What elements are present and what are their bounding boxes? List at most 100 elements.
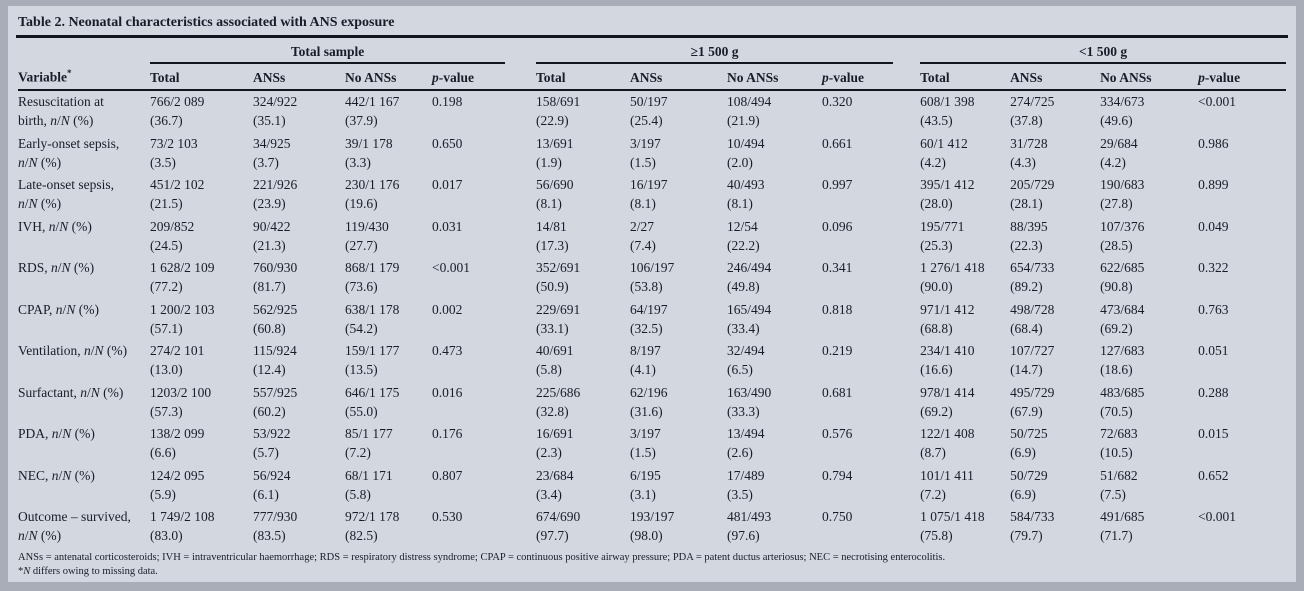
data-cell: 1 075/1 418 (75.8) xyxy=(920,509,985,543)
data-cell: 72/683 (10.5) xyxy=(1100,426,1138,460)
data-cell: 165/494 (33.4) xyxy=(727,301,772,336)
group-header-spacer xyxy=(18,38,150,64)
table-row: Early-onset sepsis, n/N (%) 73/2 103 (3.5) 3… xyxy=(18,132,1286,174)
p-value-cell: <0.001 xyxy=(1198,94,1237,109)
data-cell: 16/691 (2.3) xyxy=(536,426,574,460)
p-value-cell: 0.198 xyxy=(432,94,463,109)
data-cell: 138/2 099 (6.6) xyxy=(150,426,205,460)
table-row: IVH, n/N (%) 209/852 (24.5) 90/422 (21.3) 11… xyxy=(18,215,1286,257)
data-cell: 64/197 (32.5) xyxy=(630,301,668,336)
data-cell: 622/685 (90.8) xyxy=(1100,260,1145,294)
data-cell: 246/494 (49.8) xyxy=(727,260,772,294)
p-value-cell: 0.661 xyxy=(822,135,853,151)
column-header-total: Total xyxy=(920,64,1011,91)
table-row: CPAP, n/N (%) 1 200/2 103 (57.1) 562/925 (6… xyxy=(18,298,1286,340)
data-cell: 158/691 (22.9) xyxy=(536,94,581,128)
title-rule xyxy=(16,35,1288,38)
p-value-cell: 0.341 xyxy=(822,260,853,275)
row-label: NEC, n/N (%) xyxy=(18,467,95,483)
table-row: Outcome – survived, n/N (%) 1 749/2 108 (83… xyxy=(18,506,1286,548)
data-cell: 646/1 175 (55.0) xyxy=(345,384,400,419)
column-header-no-ans: No ANSs xyxy=(1100,64,1199,91)
data-cell: 163/490 (33.3) xyxy=(727,384,772,419)
data-cell: 195/771 (25.3) xyxy=(920,218,965,253)
p-value-cell: 0.002 xyxy=(432,301,463,317)
data-cell: 190/683 (27.8) xyxy=(1100,177,1145,211)
data-cell: 193/197 (98.0) xyxy=(630,509,675,543)
data-cell: 274/725 (37.8) xyxy=(1010,94,1055,128)
row-label: CPAP, n/N (%) xyxy=(18,301,99,317)
data-cell: 107/727 (14.7) xyxy=(1010,343,1055,377)
data-cell: 53/922 (5.7) xyxy=(253,426,291,460)
data-cell: 451/2 102 (21.5) xyxy=(150,177,205,211)
data-cell: 106/197 (53.8) xyxy=(630,260,675,294)
data-cell: 3/197 (1.5) xyxy=(630,135,661,170)
footnotes: ANSs = antenatal corticosteroids; IVH = … xyxy=(18,547,1286,578)
data-cell: 205/729 (28.1) xyxy=(1010,177,1055,211)
data-cell: 108/494 (21.9) xyxy=(727,94,772,128)
data-cell: 638/1 178 (54.2) xyxy=(345,301,400,336)
row-label: Outcome – survived, n/N (%) xyxy=(18,509,131,543)
p-value-cell: 0.650 xyxy=(432,135,463,151)
data-cell: 209/852 (24.5) xyxy=(150,218,195,253)
group-header-lt-1500g-label: <1 500 g xyxy=(920,44,1287,64)
data-cell: 608/1 398 (43.5) xyxy=(920,94,975,128)
footnote-missing-data: *N differs owing to missing data. xyxy=(18,565,158,577)
data-cell: 23/684 (3.4) xyxy=(536,467,574,502)
data-cell: 760/930 (81.7) xyxy=(253,260,298,294)
group-header-lt-1500g: <1 500 g xyxy=(920,38,1287,64)
data-cell: 8/197 (4.1) xyxy=(630,343,661,377)
p-value-cell: 0.176 xyxy=(432,426,463,441)
data-cell: 557/925 (60.2) xyxy=(253,384,298,419)
data-cell: 51/682 (7.5) xyxy=(1100,467,1138,502)
row-label: Ventilation, n/N (%) xyxy=(18,343,128,358)
p-value-cell: 0.031 xyxy=(432,218,463,234)
table-row: Late-onset sepsis, n/N (%) 451/2 102 (21.5)… xyxy=(18,174,1286,216)
data-cell: 674/690 (97.7) xyxy=(536,509,581,543)
data-cell: 122/1 408 (8.7) xyxy=(920,426,975,460)
group-header-total-sample: Total sample xyxy=(150,38,536,64)
table-row: Resuscitation at birth, n/N (%) 766/2 089(… xyxy=(18,90,1286,133)
column-header-no-ans: No ANSs xyxy=(345,64,432,91)
column-header-total: Total xyxy=(536,64,631,91)
table-row: RDS, n/N (%) 1 628/2 109 (77.2) 760/930 (81… xyxy=(18,257,1286,299)
data-cell: 229/691 (33.1) xyxy=(536,301,581,336)
data-cell: 119/430 (27.7) xyxy=(345,218,389,253)
data-cell: 159/1 177 (13.5) xyxy=(345,343,400,377)
table-row: NEC, n/N (%) 124/2 095 (5.9) 56/924 (6.1) 68… xyxy=(18,464,1286,506)
p-value-cell: 0.986 xyxy=(1198,135,1229,151)
p-value-cell: 0.681 xyxy=(822,384,853,400)
data-cell: 1 276/1 418 (90.0) xyxy=(920,260,985,294)
data-cell: 124/2 095 (5.9) xyxy=(150,467,205,502)
data-cell: 324/922 (35.1) xyxy=(253,94,298,128)
data-cell: 442/1 167 (37.9) xyxy=(345,94,400,128)
data-cell: 334/673 (49.6) xyxy=(1100,94,1145,128)
data-cell: 39/1 178 (3.3) xyxy=(345,135,393,170)
data-cell: 88/395 (22.3) xyxy=(1010,218,1048,253)
p-value-cell: <0.001 xyxy=(1198,509,1237,524)
p-value-cell: 0.049 xyxy=(1198,218,1229,234)
column-header-total: Total xyxy=(150,64,253,91)
p-value-cell: 0.997 xyxy=(822,177,853,192)
data-cell: 234/1 410 (16.6) xyxy=(920,343,975,377)
group-header-ge-1500g-label: ≥1 500 g xyxy=(536,44,894,64)
data-cell: 483/685 (70.5) xyxy=(1100,384,1145,419)
data-cell: 68/1 171 (5.8) xyxy=(345,467,393,502)
data-cell: 127/683 (18.6) xyxy=(1100,343,1145,377)
data-cell: 32/494 (6.5) xyxy=(727,343,765,377)
p-value-cell: 0.017 xyxy=(432,177,463,192)
table-card: Table 2. Neonatal characteristics associ… xyxy=(8,6,1296,582)
p-value-cell: 0.051 xyxy=(1198,343,1229,358)
p-value-cell: 0.096 xyxy=(822,218,853,234)
data-cell: 13/494 (2.6) xyxy=(727,426,765,460)
p-value-cell: 0.750 xyxy=(822,509,853,524)
data-cell: 868/1 179 (73.6) xyxy=(345,260,400,294)
row-label: IVH, n/N (%) xyxy=(18,218,92,234)
data-cell: 274/2 101 (13.0) xyxy=(150,343,205,377)
data-cell: 766/2 089 (36.7) xyxy=(150,94,205,128)
p-value-cell: <0.001 xyxy=(432,260,470,275)
data-cell: 85/1 177 (7.2) xyxy=(345,426,393,460)
data-cell: 73/2 103 (3.5) xyxy=(150,135,198,170)
row-label: Late-onset sepsis, n/N (%) xyxy=(18,177,114,211)
table-row: Ventilation, n/N (%) 274/2 101 (13.0) 115/… xyxy=(18,340,1286,382)
